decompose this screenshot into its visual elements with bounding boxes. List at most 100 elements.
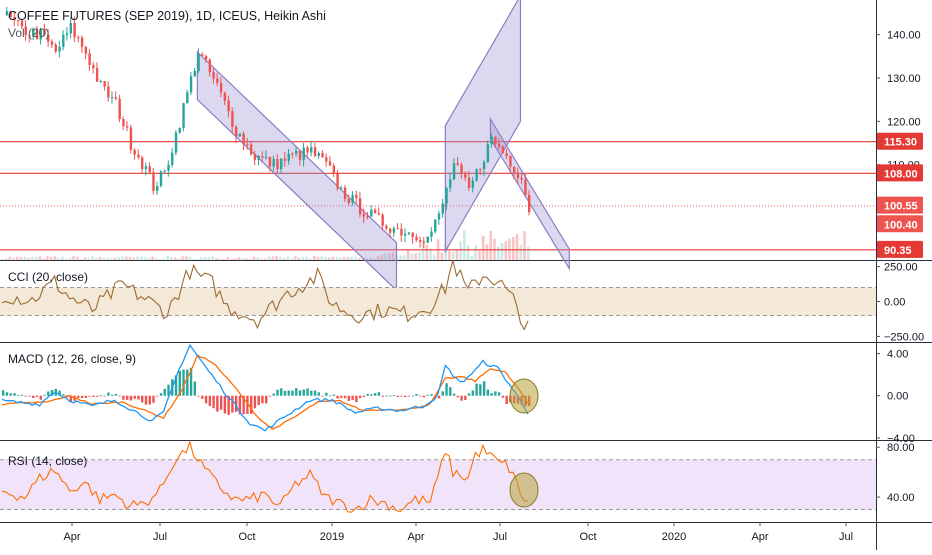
candle-body <box>43 28 46 35</box>
macd-histogram-bar <box>362 395 366 398</box>
macd-histogram-bar <box>268 395 272 397</box>
macd-histogram-bar <box>415 393 418 396</box>
volume-bar <box>455 248 459 260</box>
macd-histogram-bar <box>411 395 414 397</box>
volume-bar <box>459 241 462 260</box>
volume-bar <box>264 258 267 260</box>
volume-bar <box>16 256 19 260</box>
candle-body <box>186 92 189 104</box>
volume-bar <box>331 256 335 260</box>
macd-histogram-bar <box>404 395 407 398</box>
macd-histogram-bar <box>276 389 279 396</box>
candle-body <box>193 71 197 77</box>
candle-body <box>88 53 91 65</box>
volume-bar <box>226 257 230 260</box>
candle-body <box>449 179 452 188</box>
volume-bar <box>346 257 350 260</box>
macd-histogram-bar <box>494 391 497 396</box>
candle-body <box>434 219 437 232</box>
volume-bar <box>369 257 372 260</box>
macd-histogram-bar <box>449 387 452 396</box>
macd-histogram-bar <box>178 370 181 396</box>
volume-bar <box>241 258 245 260</box>
macd-histogram-bar <box>13 393 16 396</box>
candle-body <box>415 236 418 241</box>
volume-bar <box>31 256 34 260</box>
price-label-box <box>877 196 923 214</box>
candles <box>5 6 531 249</box>
macd-histogram-bar <box>426 394 429 396</box>
volume-bar <box>132 257 136 260</box>
macd-histogram-bar <box>125 395 129 400</box>
volume-bar <box>42 258 45 260</box>
cci-pane: 250.00 0.00 −250.00 <box>0 260 924 343</box>
volume-bar <box>357 258 361 260</box>
macd-histogram-bar <box>208 395 212 407</box>
candle-body <box>141 157 144 170</box>
macd-histogram-bar <box>287 390 290 396</box>
macd-histogram-bar <box>193 381 197 396</box>
candle-body <box>208 59 212 73</box>
volume-bar <box>166 256 169 260</box>
macd-histogram-bar <box>291 390 294 396</box>
volume-bar <box>34 256 38 260</box>
macd-histogram-bar <box>464 395 467 400</box>
candle-body <box>396 228 399 230</box>
time-tick-label: 2020 <box>662 531 686 543</box>
volume-bar <box>279 256 282 260</box>
volume-bar <box>162 258 166 260</box>
candle-body <box>35 28 39 40</box>
candle-body <box>50 41 54 45</box>
macd-histogram-bar <box>355 395 358 403</box>
candle-body <box>362 214 366 217</box>
volume-bar <box>384 253 387 260</box>
macd-histogram-bar <box>475 383 478 396</box>
macd-histogram-bar <box>400 395 403 397</box>
price-label-text: 115.30 <box>884 137 917 149</box>
candle-body <box>9 11 12 18</box>
volume-bar <box>27 257 30 260</box>
candle-body <box>144 166 148 170</box>
volume-bar <box>200 257 203 260</box>
volume-bar <box>158 258 162 260</box>
volume-bar <box>87 257 91 260</box>
candle-body <box>471 180 475 188</box>
candle-body <box>163 170 166 172</box>
candle-body <box>204 55 208 60</box>
candle-body <box>355 194 358 199</box>
macd-histogram-bar <box>24 395 27 397</box>
volume-bar <box>140 256 143 260</box>
macd-histogram-bar <box>298 390 302 396</box>
candle-body <box>426 236 429 243</box>
time-tick-label: 2019 <box>320 531 344 543</box>
time-axis: Apr Jul Oct 2019 Apr Jul Oct 2020 Apr Jul <box>63 522 853 543</box>
macd-histogram-bar <box>325 392 328 396</box>
price-tick-label: 120.00 <box>887 116 921 128</box>
macd-histogram-bar <box>328 395 332 397</box>
candle-body <box>377 213 381 215</box>
candle-body <box>110 97 114 99</box>
candle-body <box>351 194 354 203</box>
volume-bar <box>433 254 436 260</box>
macd-histogram-bar <box>92 395 95 397</box>
macd-histogram-bar <box>107 392 110 396</box>
candle-body <box>381 214 384 226</box>
macd-histogram-bar <box>437 395 441 399</box>
candle-body <box>501 146 505 154</box>
volume-bar <box>444 244 447 260</box>
candle-body <box>32 28 35 36</box>
volume-bar <box>76 256 79 260</box>
volume-bar <box>136 256 139 260</box>
macd-histogram-bar <box>479 384 482 396</box>
candle-body <box>114 97 118 99</box>
volume-bar <box>8 256 12 260</box>
macd-histogram-bar <box>17 395 20 397</box>
candle-body <box>152 172 155 191</box>
volume-bar <box>19 256 23 260</box>
volume-bar <box>83 257 87 260</box>
macd-histogram-bar <box>2 390 5 396</box>
candle-body <box>407 232 411 234</box>
macd-histogram-bar <box>340 395 343 399</box>
volume-bar <box>1 258 4 260</box>
